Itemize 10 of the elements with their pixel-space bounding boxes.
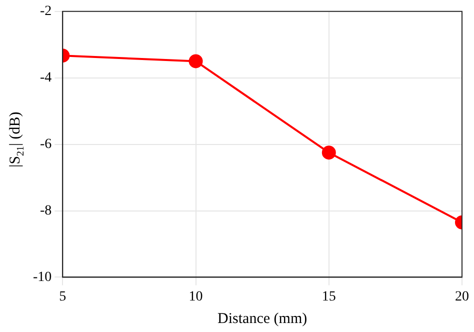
y-tick-label: -10 <box>32 270 52 285</box>
y-tick-label: -4 <box>40 70 52 86</box>
x-tick-label: 20 <box>455 289 469 304</box>
x-tick-label: 15 <box>322 289 336 304</box>
x-axis-title: Distance (mm) <box>218 310 308 327</box>
y-tick-label: -8 <box>40 203 52 218</box>
x-tick-label: 5 <box>59 289 66 304</box>
y-tick-label: -6 <box>40 136 52 152</box>
x-tick-label: 10 <box>188 289 203 304</box>
y-tick-label: -2 <box>40 4 52 20</box>
